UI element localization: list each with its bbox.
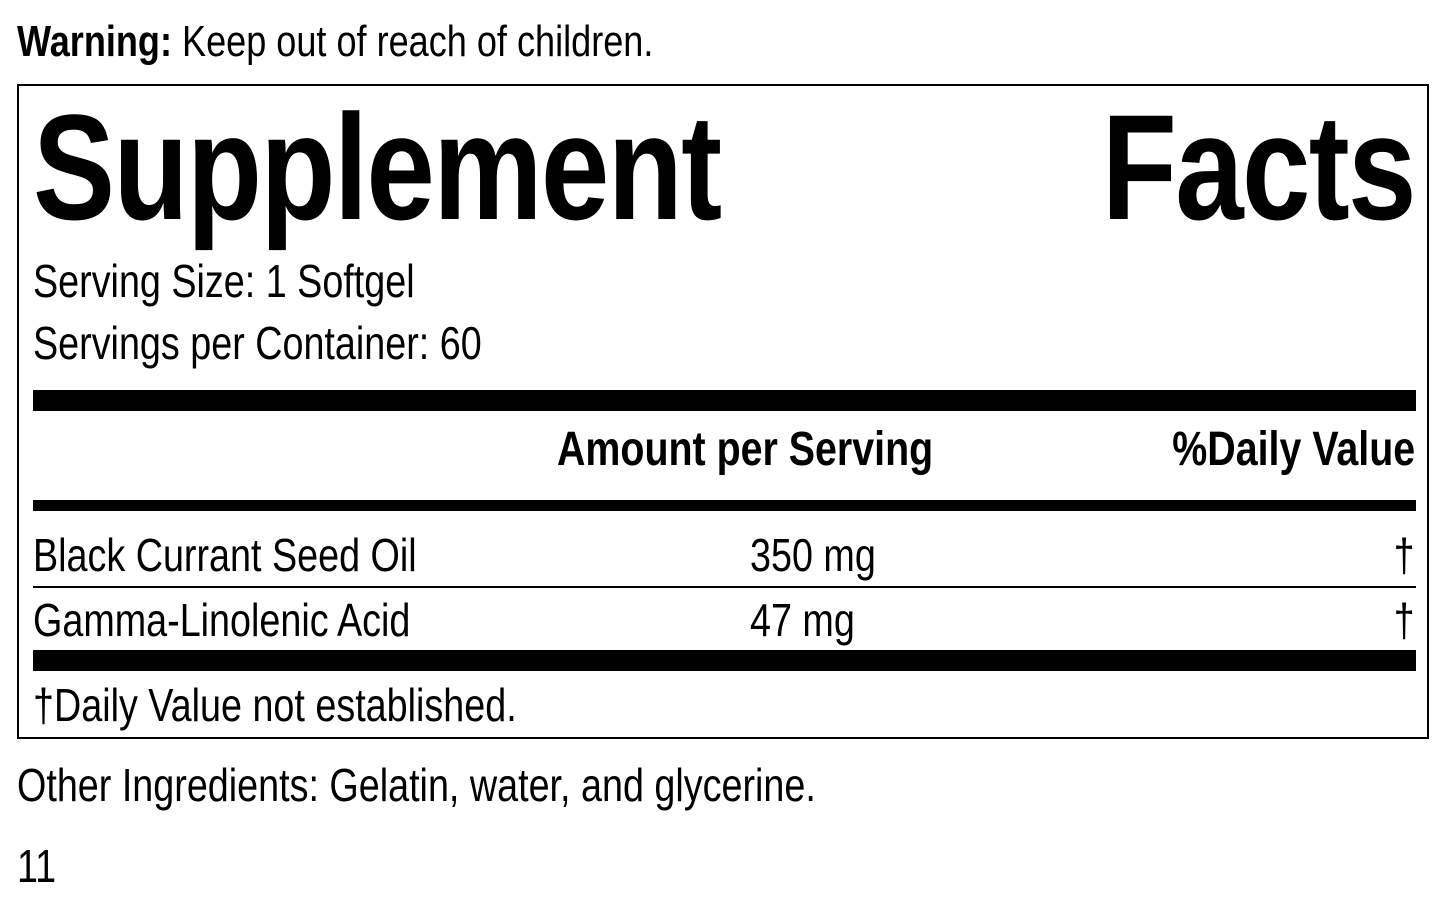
thick-divider <box>33 650 1416 671</box>
row-name: Black Currant Seed Oil <box>33 529 417 581</box>
title-facts: Facts <box>1101 83 1417 251</box>
medium-divider <box>33 500 1416 511</box>
supplement-facts-panel <box>17 84 1429 739</box>
warning-text: Keep out of reach of children. <box>182 17 654 66</box>
serving-size: Serving Size: 1 Softgel <box>33 255 415 307</box>
row-amount: 47 mg <box>750 594 855 646</box>
servings-per-container: Servings per Container: 60 <box>33 317 482 369</box>
thin-divider <box>33 586 1416 588</box>
header-daily-value: %Daily Value <box>1172 423 1415 476</box>
title-supplement: Supplement <box>33 83 722 251</box>
header-amount: Amount per Serving <box>557 423 934 476</box>
row-dv: † <box>1394 594 1415 646</box>
footnote: †Daily Value not established. <box>33 679 517 731</box>
row-amount: 350 mg <box>750 529 876 581</box>
thick-divider <box>33 390 1416 411</box>
row-name: Gamma-Linolenic Acid <box>33 594 411 646</box>
warning-line: Warning: Keep out of reach of children. <box>17 20 653 64</box>
page-number: 11 <box>17 840 57 892</box>
other-ingredients: Other Ingredients: Gelatin, water, and g… <box>17 759 816 811</box>
row-dv: † <box>1394 529 1415 581</box>
warning-label: Warning: <box>17 17 172 66</box>
